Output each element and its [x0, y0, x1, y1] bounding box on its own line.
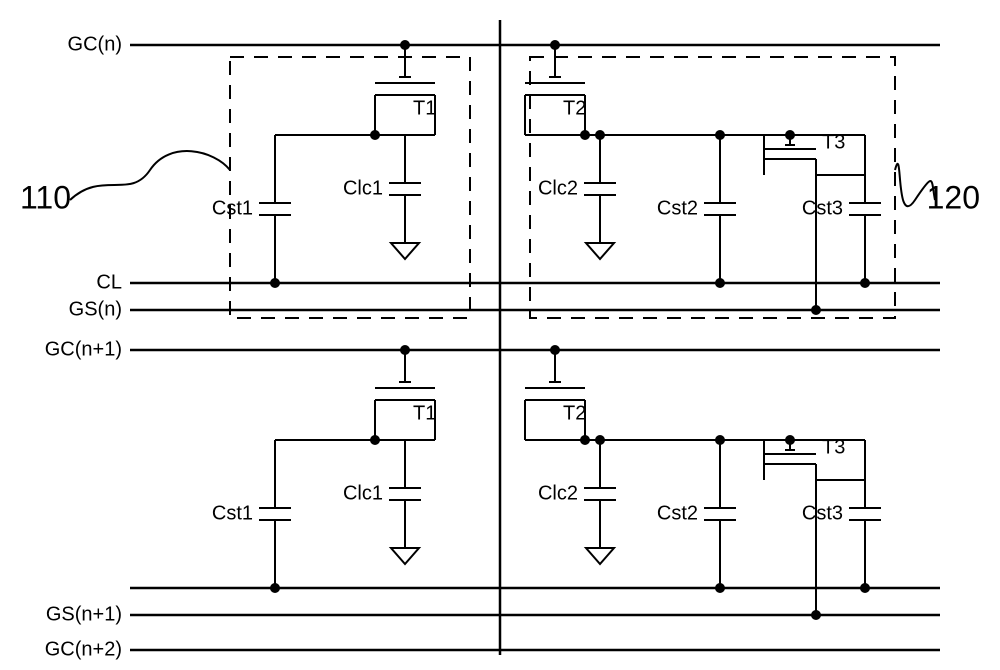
- svg-text:T1: T1: [413, 97, 436, 119]
- svg-text:T2: T2: [563, 402, 586, 424]
- svg-text:Cst1: Cst1: [212, 197, 253, 219]
- svg-text:Cst3: Cst3: [802, 197, 843, 219]
- circuit-diagram: T1 Cst1 Clc1 T2 Clc2 Cst2 T3 Cst3 T1 Cst1 Clc1 T2 Cl…: [0, 0, 1000, 665]
- svg-text:T2: T2: [563, 97, 586, 119]
- svg-text:Cst2: Cst2: [657, 197, 698, 219]
- svg-text:GS(n+1): GS(n+1): [46, 603, 122, 625]
- svg-text:GS(n): GS(n): [69, 298, 122, 320]
- svg-text:GC(n+2): GC(n+2): [45, 638, 122, 660]
- svg-text:Cst2: Cst2: [657, 502, 698, 524]
- svg-text:T1: T1: [413, 402, 436, 424]
- svg-text:Clc2: Clc2: [538, 177, 578, 199]
- svg-text:GC(n+1): GC(n+1): [45, 338, 122, 360]
- svg-text:Clc1: Clc1: [343, 482, 383, 504]
- svg-text:Cst1: Cst1: [212, 502, 253, 524]
- svg-text:T3: T3: [822, 131, 845, 153]
- svg-text:Clc2: Clc2: [538, 482, 578, 504]
- svg-text:Cst3: Cst3: [802, 502, 843, 524]
- svg-text:CL: CL: [96, 271, 122, 293]
- svg-text:T3: T3: [822, 436, 845, 458]
- svg-text:Clc1: Clc1: [343, 177, 383, 199]
- svg-text:110: 110: [20, 179, 71, 215]
- svg-text:GC(n): GC(n): [68, 33, 122, 55]
